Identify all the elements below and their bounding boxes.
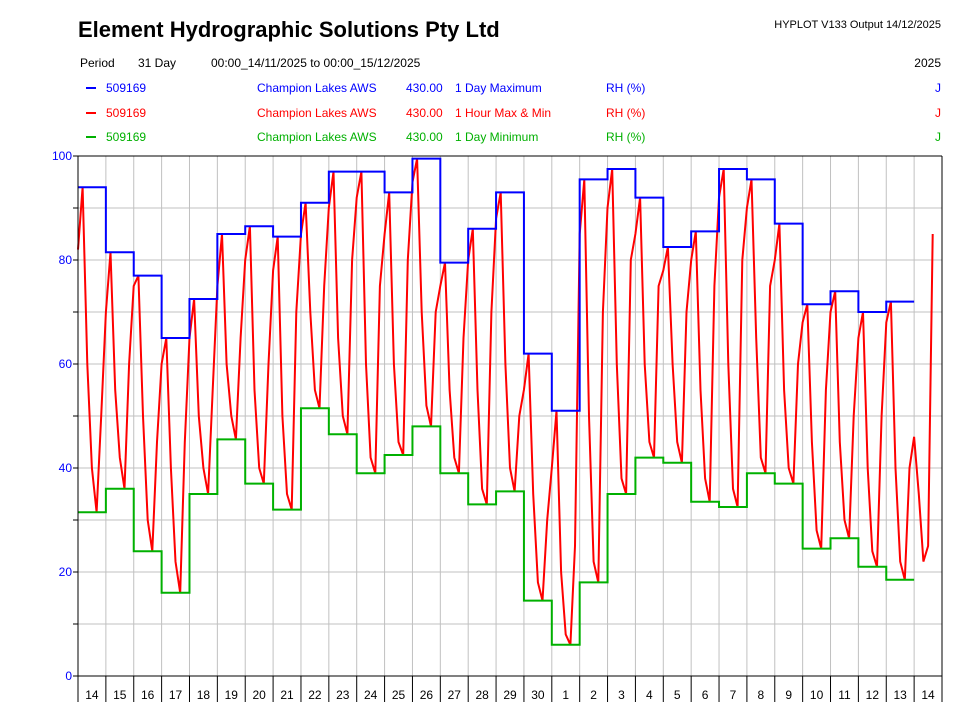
x-tick-label: 6: [702, 688, 709, 702]
legend-swatch: [86, 87, 96, 89]
x-tick-label: 17: [169, 688, 183, 702]
legend-var: 430.00: [406, 130, 443, 144]
legend-name: Champion Lakes AWS: [257, 105, 377, 120]
x-tick-label: 30: [531, 688, 545, 702]
x-tick-label: 9: [785, 688, 792, 702]
x-tick-label: 28: [475, 688, 489, 702]
period-value: 31 Day: [138, 56, 177, 70]
x-tick-label: 2: [590, 688, 597, 702]
y-tick-label: 0: [65, 669, 72, 683]
year: 2025: [914, 56, 941, 70]
x-tick-label: 23: [336, 688, 350, 702]
x-tick-label: 24: [364, 688, 378, 702]
company-title: Element Hydrographic Solutions Pty Ltd: [78, 17, 500, 42]
x-tick-label: 5: [674, 688, 681, 702]
legend-flag: J: [935, 81, 941, 95]
x-tick-label: 4: [646, 688, 653, 702]
period-range: 00:00_14/11/2025 to 00:00_15/12/2025: [211, 56, 421, 70]
version-output: HYPLOT V133 Output 14/12/2025: [774, 19, 941, 31]
legend-site: 509169: [106, 81, 147, 95]
series-step-1-day-maximum: [78, 157, 915, 412]
x-tick-label: 21: [280, 688, 294, 702]
legend-site: 509169: [106, 130, 147, 144]
x-tick-label: 15: [113, 688, 127, 702]
legend-swatch: [86, 111, 96, 114]
legend-unit: RH (%): [606, 81, 646, 95]
legend-desc: 1 Day Minimum: [455, 130, 539, 144]
legend-swatch: [86, 136, 96, 138]
x-tick-label: 29: [503, 688, 517, 702]
legend-desc: 1 Hour Max & Min: [455, 105, 552, 120]
x-tick-label: 26: [420, 688, 434, 702]
y-tick-label: 60: [59, 357, 73, 371]
x-tick-label: 14: [921, 688, 935, 702]
x-tick-label: 10: [810, 688, 824, 702]
legend-desc: 1 Day Maximum: [455, 81, 542, 95]
x-tick-label: 22: [308, 688, 322, 702]
y-tick-label: 40: [59, 461, 73, 475]
x-tick-label: 12: [866, 688, 880, 702]
x-tick-label: 3: [618, 688, 625, 702]
legend-var: 430.00: [406, 105, 443, 120]
x-tick-label: 16: [141, 688, 155, 702]
legend-unit: RH (%): [606, 130, 646, 144]
y-tick-label: 80: [59, 253, 73, 267]
y-tick-label: 20: [59, 565, 73, 579]
period-label: Period: [80, 56, 115, 70]
legend-name: Champion Lakes AWS: [257, 81, 377, 95]
x-tick-label: 1: [562, 688, 569, 702]
x-tick-label: 14: [85, 688, 99, 702]
legend-name: Champion Lakes AWS: [257, 130, 377, 144]
legend-unit: RH (%): [606, 105, 646, 120]
x-tick-label: 18: [197, 688, 211, 702]
x-tick-label: 11: [838, 688, 851, 702]
x-tick-label: 20: [252, 688, 266, 702]
x-tick-label: 13: [894, 688, 908, 702]
x-tick-label: 25: [392, 688, 406, 702]
series-hourly-line: [77, 158, 934, 646]
x-tick-label: 7: [730, 688, 737, 702]
x-tick-label: 19: [225, 688, 239, 702]
series-step-1-day-minimum: [78, 407, 915, 646]
x-tick-label: 8: [757, 688, 764, 702]
legend-flag: J: [935, 130, 941, 144]
x-tick-label: 27: [448, 688, 462, 702]
legend-flag: J: [935, 105, 941, 120]
legend-site: 509169: [106, 105, 147, 120]
legend-var: 430.00: [406, 81, 443, 95]
y-tick-label: 100: [52, 149, 72, 163]
